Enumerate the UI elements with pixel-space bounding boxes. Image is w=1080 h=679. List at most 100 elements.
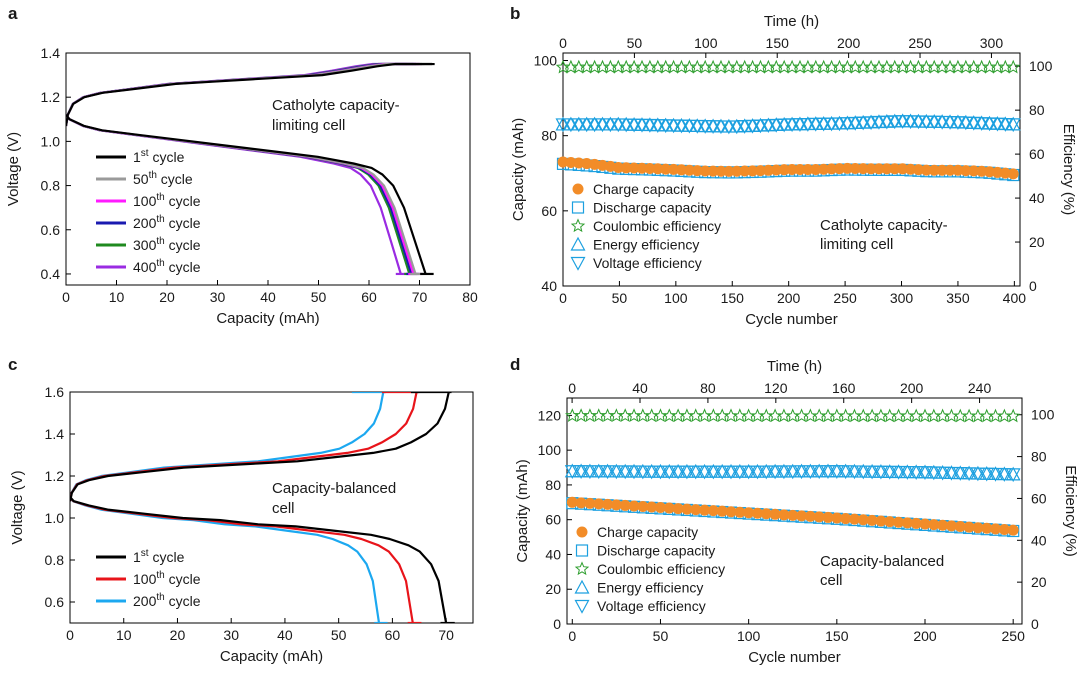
marker-circle [912, 164, 924, 176]
discharge-curve-300th-cycle [66, 114, 411, 275]
marker-triangle-down [895, 115, 911, 129]
marker-circle [602, 498, 614, 510]
x-tick-label: 150 [721, 290, 745, 306]
x2-tick-label: 50 [627, 35, 643, 51]
marker-circle [919, 518, 931, 530]
marker-triangle-down [697, 120, 713, 134]
marker-triangle-down [745, 119, 761, 134]
legend-label: Discharge capacity [593, 200, 711, 216]
marker-triangle-down [800, 117, 816, 132]
legend: Charge capacity Discharge capacity Coulomb… [574, 524, 725, 614]
marker-triangle-down [758, 465, 774, 480]
marker-triangle-down [908, 466, 924, 480]
x2-tick-label: 120 [764, 380, 788, 396]
marker-triangle-down [839, 117, 855, 132]
y-tick-label: 1.4 [45, 426, 65, 442]
marker-circle [769, 508, 781, 520]
panel-label-b: b [510, 4, 520, 23]
marker-triangle-down [705, 465, 721, 480]
legend-label: 50th cycle [133, 170, 193, 187]
marker-triangle-down [989, 117, 1005, 132]
y2-tick-label: 20 [1031, 574, 1047, 590]
marker-circle [619, 499, 631, 511]
marker-circle [778, 164, 790, 176]
discharge-curve-100th-cycle [66, 114, 415, 275]
marker-triangle-down [950, 116, 966, 131]
marker-circle [897, 163, 909, 175]
charge-curve-50th-cycle [66, 62, 422, 127]
y-tick-label: 80 [545, 477, 561, 493]
marker-circle [881, 163, 893, 175]
x2-tick-label: 100 [694, 35, 718, 51]
marker-triangle-down [689, 119, 705, 134]
x-axis-label: Cycle number [745, 311, 838, 328]
marker-circle [690, 504, 702, 516]
marker-triangle-down [934, 115, 950, 130]
x-tick-label: 20 [159, 289, 175, 305]
legend-marker [570, 256, 586, 271]
marker-circle [663, 502, 675, 514]
legend-rest: cycle [149, 549, 185, 565]
marker-circle [620, 162, 632, 174]
marker-circle [945, 520, 957, 532]
marker-circle [928, 519, 940, 531]
marker-circle [831, 512, 843, 524]
x-tick-label: 400 [1003, 290, 1027, 306]
y-tick-label: 1.2 [45, 468, 65, 484]
marker-triangle-down [626, 118, 642, 133]
y2-tick-label: 100 [1029, 58, 1053, 74]
marker-triangle-down [642, 118, 658, 133]
marker-circle [818, 163, 830, 175]
marker-triangle-down [776, 465, 792, 480]
marker-circle [889, 163, 901, 175]
marker-triangle-down [935, 466, 951, 481]
marker-triangle-down [974, 117, 990, 131]
legend-marker [574, 599, 590, 614]
marker-circle [905, 163, 917, 175]
marker-circle [646, 501, 658, 513]
legend-label: Coulombic efficiency [597, 561, 725, 577]
marker-star [1005, 408, 1021, 423]
marker-triangle-down [1005, 118, 1021, 133]
series-group [70, 392, 455, 623]
marker-circle [675, 164, 687, 176]
x-tick-label: 300 [890, 290, 914, 306]
y-tick-label: 0.6 [45, 594, 65, 610]
marker-triangle-down [617, 465, 633, 480]
marker-triangle-down [952, 467, 968, 481]
legend-base: 1 [133, 549, 141, 565]
panel-label-c: c [8, 355, 17, 374]
legend-label: 1st cycle [133, 548, 185, 565]
x-tick-label: 40 [277, 627, 293, 643]
marker-triangle-down [776, 118, 792, 133]
marker-circle [778, 509, 790, 521]
marker-circle [893, 516, 905, 528]
y-axis-label: Voltage (V) [9, 470, 26, 544]
x2-tick-label: 40 [632, 380, 648, 396]
marker-circle [833, 163, 845, 175]
marker-triangle-down [591, 465, 607, 480]
legend-rest: cycle [157, 171, 193, 187]
marker-circle [1007, 168, 1019, 180]
marker-circle [612, 161, 624, 173]
x-tick-label: 200 [913, 628, 937, 644]
marker-circle [644, 162, 656, 174]
marker-triangle-down [910, 115, 926, 130]
legend-sup: th [156, 236, 164, 247]
marker-triangle-down [679, 465, 695, 480]
y-tick-label: 1.4 [41, 45, 61, 61]
marker-circle [660, 163, 672, 175]
marker-circle [991, 166, 1003, 178]
marker-circle [936, 164, 948, 176]
y-tick-label: 60 [545, 512, 561, 528]
marker-circle [857, 163, 869, 175]
marker-circle [581, 158, 593, 170]
marker-triangle-down [903, 115, 919, 130]
marker-triangle-down [688, 465, 704, 480]
y-tick-label: 120 [538, 407, 562, 423]
x-tick-label: 80 [462, 289, 478, 305]
marker-circle [928, 164, 940, 176]
y2-tick-label: 80 [1029, 102, 1045, 118]
marker-circle [573, 157, 585, 169]
legend-sup: th [156, 258, 164, 269]
